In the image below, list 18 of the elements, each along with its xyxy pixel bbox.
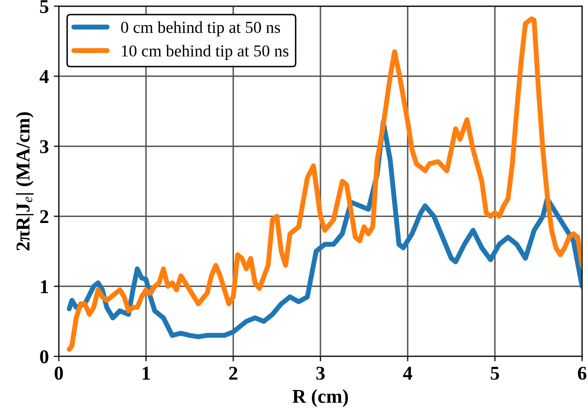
x-tick-label: 5 — [490, 366, 500, 380]
x-tick-label: 6 — [578, 366, 586, 380]
y-tick-label: 0 — [40, 350, 48, 364]
x-axis-title: R (cm) — [292, 389, 348, 407]
x-tick-label: 3 — [316, 366, 325, 380]
legend-label: 10 cm behind tip at 50 ns — [122, 44, 288, 60]
y-tick-label: 1 — [40, 280, 48, 294]
x-tick-label: 0 — [54, 366, 63, 380]
x-tick-label: 2 — [229, 366, 238, 380]
y-tick-label: 4 — [40, 70, 49, 83]
y-axis-title: 2πR|J$_{e}$| (MA/cm) — [16, 112, 34, 250]
line-series — [66, 16, 582, 352]
y-tick-label: 2 — [40, 210, 48, 224]
x-tick-label: 1 — [142, 366, 150, 380]
y-tick-label: 3 — [40, 140, 48, 154]
legend-label: 0 cm behind tip at 50 ns — [121, 21, 280, 36]
x-tick-label: 4 — [403, 366, 412, 380]
y-tick-label: 5 — [40, 0, 48, 14]
